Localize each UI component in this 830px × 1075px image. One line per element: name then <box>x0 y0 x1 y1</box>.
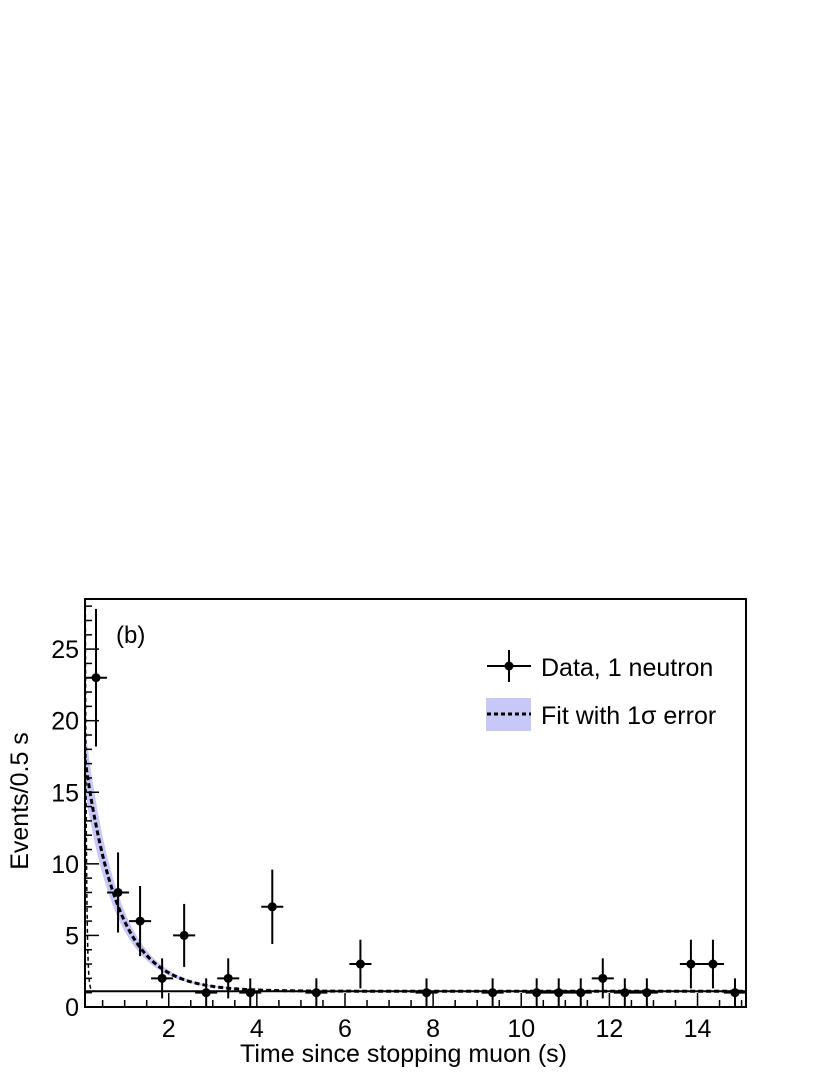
data-marker <box>91 673 101 683</box>
data-point <box>591 958 614 999</box>
data-marker <box>730 988 740 998</box>
data-point <box>217 958 240 999</box>
data-marker <box>686 959 696 969</box>
data-marker <box>179 930 189 940</box>
data-marker <box>267 902 277 912</box>
axis-ticks: 2 4 6 8 10 12 14 0 5 10 15 20 25 <box>51 605 743 1043</box>
y-tick-label: 10 <box>51 851 79 879</box>
y-tick-label: 15 <box>51 779 79 807</box>
data-point <box>129 886 152 957</box>
data-marker <box>554 988 564 998</box>
data-marker <box>642 988 652 998</box>
data-point <box>107 852 130 933</box>
data-point <box>723 978 746 1007</box>
fit-curve-layer <box>85 599 746 993</box>
data-point <box>305 978 328 1007</box>
data-point <box>481 978 504 1007</box>
x-tick-label: 4 <box>250 1015 264 1043</box>
data-point <box>701 939 724 989</box>
data-point <box>239 978 262 1007</box>
data-points-layer <box>85 609 746 1007</box>
x-tick-label: 2 <box>162 1015 176 1043</box>
legend-label-fit: Fit with 1σ error <box>541 702 716 730</box>
x-tick-label: 12 <box>595 1015 623 1043</box>
x-tick-label: 6 <box>338 1015 352 1043</box>
data-marker <box>708 959 718 969</box>
y-tick-label: 5 <box>65 922 79 950</box>
fast-component-curve <box>85 599 134 992</box>
data-marker <box>532 988 542 998</box>
data-point <box>349 939 372 989</box>
data-point <box>525 978 548 1007</box>
data-marker <box>620 988 630 998</box>
data-point <box>415 978 438 1007</box>
x-tick-label: 14 <box>684 1015 712 1043</box>
data-point <box>151 958 174 999</box>
data-marker <box>201 988 211 998</box>
legend: Data, 1 neutron Fit with 1σ error <box>486 650 716 731</box>
data-marker <box>245 988 255 998</box>
data-marker <box>223 973 233 983</box>
data-marker <box>135 916 145 926</box>
data-marker <box>598 973 608 983</box>
data-marker <box>311 988 321 998</box>
fit-curve <box>85 759 746 993</box>
data-marker <box>113 887 123 897</box>
data-marker <box>157 973 167 983</box>
data-marker <box>355 959 365 969</box>
legend-label-data: Data, 1 neutron <box>541 654 713 682</box>
data-point <box>261 869 284 945</box>
data-point <box>569 978 592 1007</box>
data-point <box>635 978 658 1007</box>
y-axis-label: Events/0.5 s <box>6 732 34 870</box>
data-marker <box>488 988 498 998</box>
legend-data-symbol <box>487 650 531 682</box>
x-tick-label: 10 <box>507 1015 535 1043</box>
x-axis-label: Time since stopping muon (s) <box>240 1040 567 1068</box>
data-point <box>613 978 636 1007</box>
y-tick-label: 25 <box>51 636 79 664</box>
data-point <box>547 978 570 1007</box>
data-marker <box>422 988 432 998</box>
data-point <box>173 903 196 967</box>
data-point <box>679 939 702 989</box>
x-tick-label: 8 <box>426 1015 440 1043</box>
legend-fit-symbol <box>486 698 531 731</box>
plot-frame <box>84 598 747 1008</box>
data-marker <box>576 988 586 998</box>
panel-label: (b) <box>116 622 145 649</box>
y-tick-label: 20 <box>51 708 79 736</box>
data-point <box>195 978 218 1007</box>
y-tick-label: 0 <box>65 994 79 1022</box>
